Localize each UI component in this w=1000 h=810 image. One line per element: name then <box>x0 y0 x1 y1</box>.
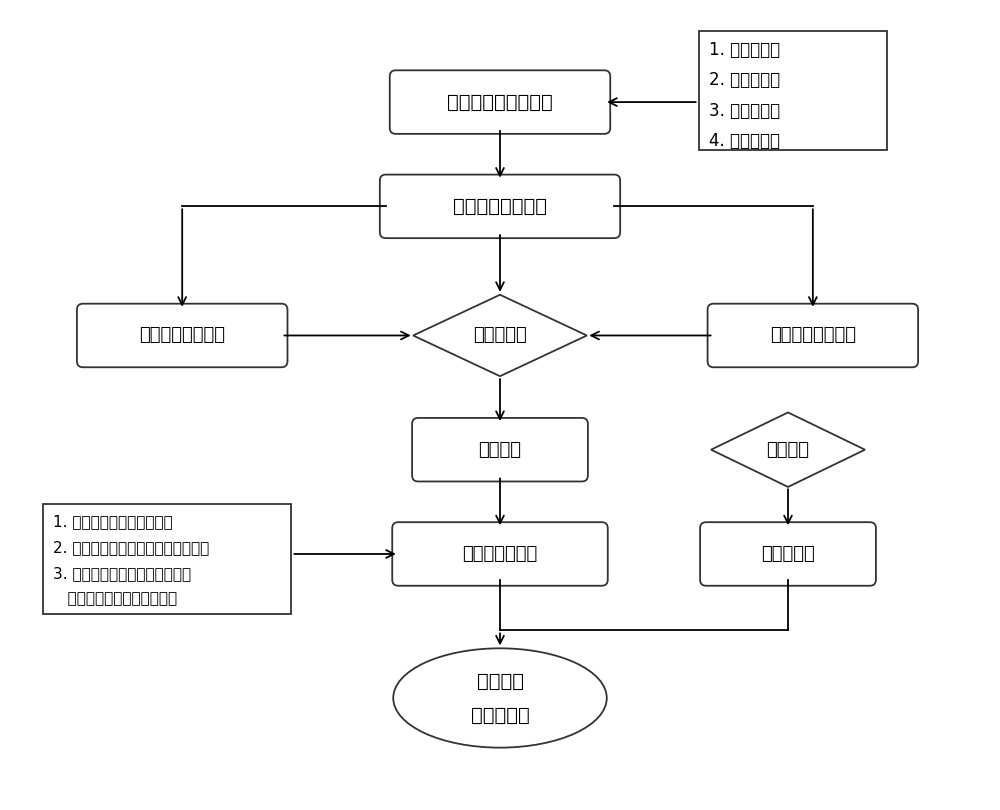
Bar <box>43 505 291 613</box>
FancyBboxPatch shape <box>392 522 608 586</box>
FancyBboxPatch shape <box>700 522 876 586</box>
Polygon shape <box>711 412 865 487</box>
Text: 完整结构计算模型: 完整结构计算模型 <box>139 326 225 344</box>
Text: 区域参数: 区域参数 <box>767 441 810 458</box>
FancyBboxPatch shape <box>380 175 620 238</box>
Text: 1. 区域划分；
2. 单元方向；
3. 单元编号；
4. 节点编号。: 1. 区域划分； 2. 单元方向； 3. 单元编号； 4. 节点编号。 <box>709 40 780 151</box>
Text: 批处理文件: 批处理文件 <box>473 326 527 344</box>
FancyBboxPatch shape <box>390 70 610 134</box>
Text: 1. 挑选应力检查工作应力；
2. 挑选缘条稳定性计算的工作应力；
3. 由节点平衡力计算蒙皮和梁腹
   板稳定性计算的工作应力。: 1. 挑选应力检查工作应力； 2. 挑选缘条稳定性计算的工作应力； 3. 由节点… <box>53 514 209 607</box>
Text: 建立舱门有限元模型: 建立舱门有限元模型 <box>447 92 553 112</box>
FancyBboxPatch shape <box>412 418 588 481</box>
Text: 输出模型数据文件: 输出模型数据文件 <box>453 197 547 216</box>
Text: 计算许用值: 计算许用值 <box>761 545 815 563</box>
FancyBboxPatch shape <box>708 304 918 367</box>
Bar <box>699 31 887 150</box>
FancyBboxPatch shape <box>77 304 287 367</box>
Text: 应力检查
稳定性计算: 应力检查 稳定性计算 <box>471 671 529 724</box>
Ellipse shape <box>393 648 607 748</box>
Text: 计算结果后处理: 计算结果后处理 <box>462 545 538 563</box>
Polygon shape <box>413 295 587 376</box>
Text: 静力计算: 静力计算 <box>479 441 522 458</box>
Text: 破损安全计算模型: 破损安全计算模型 <box>770 326 856 344</box>
